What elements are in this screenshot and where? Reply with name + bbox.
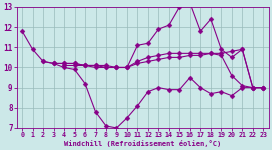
X-axis label: Windchill (Refroidissement éolien,°C): Windchill (Refroidissement éolien,°C)	[64, 140, 221, 147]
